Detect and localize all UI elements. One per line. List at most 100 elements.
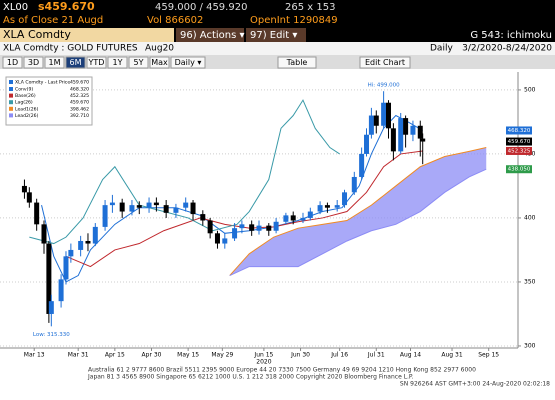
candle-body — [68, 249, 74, 257]
edit-button[interactable] — [246, 28, 306, 42]
candle-body — [222, 238, 228, 244]
bid-ask: 459.000 / 459.920 — [155, 2, 247, 13]
period-label: 1Y — [113, 58, 123, 67]
candle-body — [324, 205, 330, 208]
date-range: 3/2/2020-8/24/2020 — [462, 44, 552, 54]
candle-body — [136, 205, 142, 208]
legend-label: Lead2(26) — [15, 113, 39, 119]
contract: Aug20 — [145, 44, 174, 54]
candle-body — [290, 215, 296, 221]
candle-body — [381, 102, 387, 126]
candle-body — [359, 153, 365, 177]
legend-swatch — [9, 100, 13, 105]
candle-body — [351, 176, 357, 193]
candle-body — [266, 225, 272, 231]
x-tick-label: Jun 15 — [253, 352, 273, 359]
period-button[interactable] — [44, 56, 65, 69]
candle-body — [173, 207, 179, 213]
candle-body — [342, 192, 348, 206]
legend-swatch — [9, 93, 13, 98]
period-label: 6M — [70, 58, 82, 67]
price-tag-label: 452.325 — [508, 148, 531, 154]
footer-line: SN 926264 AST GMT+3:00 24-Aug-2020 02:02… — [400, 381, 550, 388]
candle-body — [386, 102, 392, 129]
indicator-line — [229, 168, 487, 276]
legend-value: 459.670 — [70, 80, 89, 86]
price-tag — [506, 137, 532, 146]
legend-value: 459.670 — [70, 100, 89, 106]
x-tick-label: Apr 30 — [142, 352, 162, 359]
candle-body — [283, 215, 289, 222]
table-button[interactable] — [277, 56, 317, 69]
candle-body — [249, 224, 255, 231]
year-label: 2020 — [256, 359, 271, 366]
candle-body — [373, 115, 379, 126]
candle-body — [417, 125, 423, 139]
candle-body — [368, 115, 374, 135]
candle-body — [214, 233, 220, 244]
actions-button[interactable] — [176, 28, 244, 42]
x-tick-label: Aug 14 — [400, 352, 421, 359]
candle-body — [183, 202, 189, 208]
candle-body — [21, 185, 27, 193]
candle-body — [102, 205, 108, 227]
open-interest: OpenInt 1290849 — [250, 15, 338, 26]
candle-body — [403, 118, 409, 135]
footer-line: Australia 61 2 9777 8600 Brazil 5511 239… — [88, 367, 476, 374]
legend-label: Lag(26) — [15, 100, 33, 106]
last-price: s459.670 — [38, 0, 95, 13]
candle-body — [390, 128, 396, 152]
y-tick-label: 350 — [524, 278, 536, 285]
edit-label: 97) Edit ▾ — [250, 30, 297, 41]
candle-body — [398, 118, 404, 152]
legend-label: Base(26) — [15, 93, 36, 99]
x-tick-label: Mar 13 — [24, 352, 45, 359]
candle-body — [163, 205, 169, 213]
y-tick-label: 500 — [524, 86, 536, 93]
indicator-line — [229, 147, 487, 276]
period-button[interactable] — [86, 56, 107, 69]
price-tag-label: 459.670 — [508, 139, 531, 145]
x-tick-label: Jun 30 — [290, 352, 310, 359]
candle-body — [109, 202, 115, 206]
period-button[interactable] — [128, 56, 149, 69]
candle-body — [273, 221, 279, 231]
edit-chart-button[interactable] — [359, 56, 411, 69]
period-button[interactable] — [170, 56, 206, 69]
legend-value: 398.462 — [70, 106, 89, 112]
table-label: Table — [286, 58, 308, 67]
candle-body — [207, 220, 213, 234]
candle-body — [364, 134, 370, 154]
x-tick-label: Sep 15 — [478, 352, 499, 359]
annotation: Hi: 499.000 — [368, 83, 401, 89]
period-label: 5Y — [134, 58, 144, 67]
description: XLA Comdty : GOLD FUTURES — [3, 44, 138, 54]
candle-body — [232, 228, 238, 239]
x-tick-label: Jul 31 — [367, 352, 385, 359]
period-button[interactable] — [23, 56, 44, 69]
legend-label: XLA Comdty - Last Price — [15, 80, 70, 86]
security-field[interactable] — [0, 28, 174, 42]
period-button[interactable] — [149, 56, 170, 69]
candle-body — [146, 202, 152, 208]
security-text: XLA Comdty — [3, 28, 71, 41]
x-tick-label: Aug 31 — [441, 352, 462, 359]
period-label: 1M — [49, 58, 61, 67]
legend-value: 452.325 — [70, 93, 89, 99]
period-label: YTD — [88, 58, 105, 67]
y-tick-label: 400 — [524, 214, 536, 221]
candle-body — [200, 214, 206, 221]
candle-body — [300, 217, 306, 221]
edit-chart-label: Edit Chart — [365, 58, 405, 67]
candle-body — [58, 279, 64, 302]
period-button[interactable] — [2, 56, 23, 69]
candle-body — [63, 256, 69, 280]
period-button[interactable] — [65, 56, 86, 69]
legend-label: Lead1(26) — [15, 106, 39, 112]
price-tag-label: 438.050 — [508, 167, 531, 173]
desc-bar — [0, 42, 555, 55]
period-button[interactable] — [107, 56, 128, 69]
size: 265 x 153 — [285, 2, 335, 13]
